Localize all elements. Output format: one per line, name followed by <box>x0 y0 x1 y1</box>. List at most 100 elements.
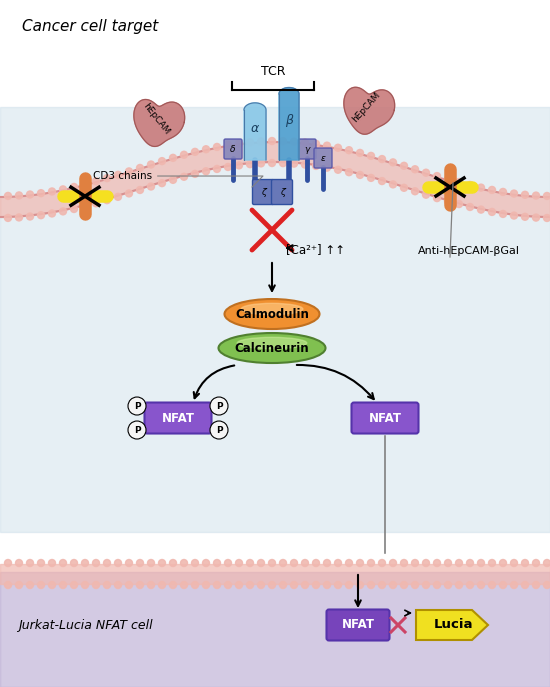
Circle shape <box>268 559 276 567</box>
Circle shape <box>488 186 496 194</box>
Circle shape <box>466 559 474 567</box>
FancyBboxPatch shape <box>327 609 389 640</box>
FancyBboxPatch shape <box>298 139 316 159</box>
Circle shape <box>367 153 375 159</box>
Circle shape <box>213 166 221 172</box>
Circle shape <box>169 155 177 161</box>
Circle shape <box>378 559 386 567</box>
Circle shape <box>455 201 463 207</box>
Circle shape <box>455 559 463 567</box>
Circle shape <box>422 581 430 589</box>
FancyBboxPatch shape <box>145 403 212 433</box>
Circle shape <box>81 181 89 188</box>
Circle shape <box>411 581 419 589</box>
Text: Lucia: Lucia <box>434 618 474 631</box>
Circle shape <box>466 181 474 188</box>
Circle shape <box>455 179 463 185</box>
Circle shape <box>48 210 56 217</box>
Circle shape <box>356 149 364 157</box>
Polygon shape <box>279 87 299 160</box>
Circle shape <box>312 162 320 170</box>
Circle shape <box>345 147 353 154</box>
Circle shape <box>334 581 342 589</box>
Circle shape <box>312 140 320 148</box>
Circle shape <box>158 179 166 187</box>
Text: Calmodulin: Calmodulin <box>235 308 309 321</box>
Circle shape <box>136 186 144 194</box>
Circle shape <box>521 191 529 199</box>
Text: P: P <box>134 401 140 411</box>
Circle shape <box>543 559 550 567</box>
Circle shape <box>312 559 320 567</box>
Circle shape <box>147 581 155 589</box>
Text: ε: ε <box>321 153 326 163</box>
Circle shape <box>210 397 228 415</box>
Circle shape <box>488 559 496 567</box>
Circle shape <box>378 155 386 163</box>
Circle shape <box>532 559 540 567</box>
Circle shape <box>378 581 386 589</box>
Circle shape <box>422 191 430 199</box>
Polygon shape <box>134 100 185 146</box>
Circle shape <box>48 581 56 589</box>
Text: ζ: ζ <box>261 188 266 196</box>
Polygon shape <box>344 87 395 134</box>
Circle shape <box>521 559 529 567</box>
Text: hEpCAM: hEpCAM <box>141 102 171 137</box>
Ellipse shape <box>241 304 303 315</box>
Circle shape <box>290 138 298 145</box>
Circle shape <box>26 213 34 220</box>
Circle shape <box>81 581 89 589</box>
Circle shape <box>103 581 111 589</box>
Circle shape <box>48 559 56 567</box>
Circle shape <box>103 559 111 567</box>
Circle shape <box>37 559 45 567</box>
Circle shape <box>147 161 155 168</box>
Circle shape <box>26 559 34 567</box>
Circle shape <box>125 168 133 175</box>
Circle shape <box>444 198 452 205</box>
Bar <box>0 572 550 687</box>
Text: δ: δ <box>230 144 236 153</box>
Circle shape <box>224 164 232 170</box>
Circle shape <box>235 581 243 589</box>
Text: β: β <box>285 113 293 126</box>
Circle shape <box>301 559 309 567</box>
Circle shape <box>92 581 100 589</box>
Text: NFAT: NFAT <box>368 412 402 425</box>
Circle shape <box>15 214 23 221</box>
Circle shape <box>510 581 518 589</box>
Circle shape <box>81 203 89 210</box>
Circle shape <box>202 581 210 589</box>
Circle shape <box>224 581 232 589</box>
Circle shape <box>125 190 133 197</box>
Circle shape <box>367 559 375 567</box>
Circle shape <box>532 581 540 589</box>
Circle shape <box>543 581 550 589</box>
Circle shape <box>301 139 309 146</box>
Circle shape <box>224 142 232 148</box>
Circle shape <box>59 186 67 193</box>
Circle shape <box>15 192 23 199</box>
Circle shape <box>257 160 265 167</box>
Circle shape <box>169 581 177 589</box>
Circle shape <box>125 559 133 567</box>
Circle shape <box>543 192 550 199</box>
Circle shape <box>70 183 78 190</box>
Text: Jurkat-Lucia NFAT cell: Jurkat-Lucia NFAT cell <box>18 618 153 631</box>
Circle shape <box>499 559 507 567</box>
Circle shape <box>114 171 122 179</box>
Circle shape <box>477 184 485 191</box>
Circle shape <box>510 190 518 197</box>
Text: P: P <box>216 401 222 411</box>
Circle shape <box>279 559 287 567</box>
Circle shape <box>114 581 122 589</box>
Text: Calcineurin: Calcineurin <box>235 341 309 354</box>
Circle shape <box>191 148 199 155</box>
FancyBboxPatch shape <box>224 139 242 159</box>
Text: ζ: ζ <box>279 188 284 196</box>
Circle shape <box>114 559 122 567</box>
Polygon shape <box>416 610 488 640</box>
Circle shape <box>268 581 276 589</box>
FancyBboxPatch shape <box>351 403 419 433</box>
